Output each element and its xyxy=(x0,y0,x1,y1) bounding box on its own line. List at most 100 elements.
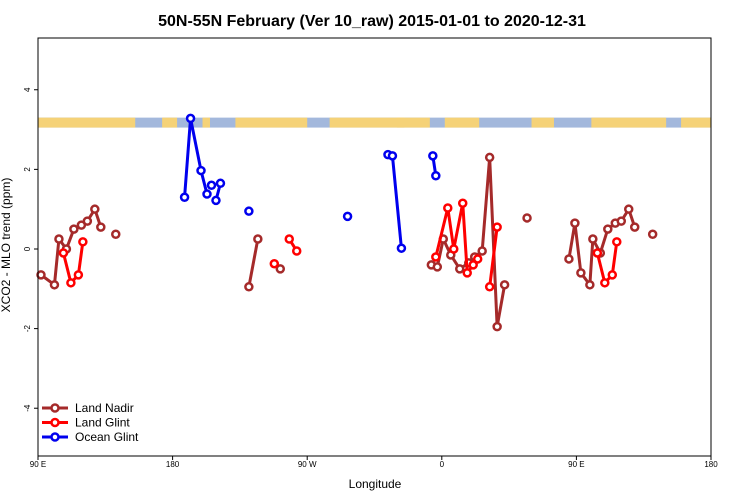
land-nadir-point xyxy=(36,270,46,280)
x-tick-label: 180 xyxy=(704,460,718,469)
land-nadir-point xyxy=(492,321,502,332)
land-nadir-line xyxy=(247,238,260,288)
land-glint-point xyxy=(66,278,76,288)
x-tick-label: 90 E xyxy=(568,460,584,469)
land-glint-point xyxy=(58,248,69,258)
land-glint-point xyxy=(269,258,280,269)
series-land-nadir xyxy=(36,152,658,332)
ocean-glint-point xyxy=(244,206,254,216)
ocean-glint-point xyxy=(431,170,441,181)
land-segment xyxy=(591,117,667,128)
x-axis: 90 E 180 90 W 0 90 E 180 xyxy=(30,456,718,469)
ocean-glint-point xyxy=(211,195,221,206)
land-nadir-point xyxy=(49,280,60,290)
land-nadir-point xyxy=(484,152,495,163)
land-glint-line xyxy=(488,226,499,287)
land-glint-point xyxy=(457,198,468,208)
land-segment xyxy=(38,117,136,128)
land-glint-point xyxy=(431,252,441,262)
land-glint-point xyxy=(484,282,495,292)
land-glint-point xyxy=(592,248,603,258)
land-glint-point xyxy=(78,237,88,247)
land-nadir-point xyxy=(253,234,263,244)
ocean-glint-point xyxy=(202,189,212,199)
legend-label-ocean-glint: Ocean Glint xyxy=(75,430,139,444)
y-axis: -4 -2 0 2 4 xyxy=(23,87,38,412)
legend-marker-land-nadir xyxy=(50,403,60,413)
land-glint-line xyxy=(61,241,85,285)
land-segment xyxy=(444,117,480,128)
land-glint-point xyxy=(462,268,472,278)
land-nadir-point xyxy=(477,246,487,256)
series-land-glint xyxy=(58,198,622,292)
land-nadir-point xyxy=(82,216,93,226)
land-nadir-point xyxy=(623,204,634,214)
land-glint-point xyxy=(472,254,483,264)
land-ocean-band xyxy=(38,117,711,128)
land-nadir-point xyxy=(576,268,586,278)
ocean-glint-point xyxy=(185,113,196,124)
land-glint-point xyxy=(612,237,622,247)
land-nadir-point xyxy=(96,222,106,232)
land-nadir-point xyxy=(69,224,79,234)
legend-marker-ocean-glint xyxy=(50,432,60,442)
land-segment xyxy=(162,117,178,128)
ocean-glint-line xyxy=(387,153,403,249)
ocean-glint-point xyxy=(396,243,407,253)
land-segment xyxy=(396,117,405,128)
land-nadir-point xyxy=(111,229,121,240)
land-nadir-point xyxy=(54,234,64,244)
land-nadir-point xyxy=(616,216,627,226)
land-nadir-point xyxy=(90,204,100,214)
legend-label-land-glint: Land Glint xyxy=(75,416,130,430)
land-nadir-point xyxy=(522,213,532,223)
ocean-glint-point xyxy=(206,180,217,191)
land-nadir-point xyxy=(499,280,510,290)
land-nadir-point xyxy=(570,218,580,228)
land-glint-point xyxy=(449,244,459,254)
land-nadir-point xyxy=(244,282,254,292)
land-glint-point xyxy=(73,270,84,280)
y-axis-label: XCO2 - MLO trend (ppm) xyxy=(0,178,13,313)
ocean-glint-point xyxy=(196,165,206,176)
series-layer xyxy=(36,113,658,332)
legend-marker-land-glint xyxy=(50,417,60,428)
land-nadir-point xyxy=(454,264,465,274)
land-nadir-point xyxy=(603,224,613,234)
y-tick-label: 4 xyxy=(23,87,32,92)
land-glint-point xyxy=(492,222,502,232)
land-nadir-point xyxy=(647,229,658,240)
ocean-glint-point xyxy=(179,192,190,202)
land-glint-point xyxy=(468,260,478,270)
x-axis-label: Longitude xyxy=(349,477,402,491)
land-nadir-point xyxy=(432,262,443,272)
x-tick-label: 180 xyxy=(166,460,180,469)
land-nadir-point xyxy=(275,264,286,274)
y-tick-label: 0 xyxy=(23,246,32,251)
y-tick-label: 2 xyxy=(23,167,32,172)
ocean-glint-line xyxy=(183,116,209,198)
ocean-glint-point xyxy=(342,211,353,222)
x-tick-label: 0 xyxy=(440,460,445,469)
land-nadir-point xyxy=(588,234,598,244)
land-glint-point xyxy=(607,270,618,280)
land-nadir-point xyxy=(629,222,640,232)
y-tick-label: -2 xyxy=(23,325,32,333)
land-segment xyxy=(329,117,430,128)
x-tick-label: 90 E xyxy=(30,460,46,469)
series-ocean-glint xyxy=(179,113,441,253)
chart-title: 50N-55N February (Ver 10_raw) 2015-01-01… xyxy=(158,13,586,30)
land-glint-point xyxy=(600,278,610,288)
legend-label-land-nadir: Land Nadir xyxy=(75,401,134,415)
land-nadir-point xyxy=(564,254,574,264)
x-tick-label: 90 W xyxy=(298,460,317,469)
land-glint-point xyxy=(291,246,302,256)
land-glint-point xyxy=(443,203,453,213)
land-segment xyxy=(531,117,554,128)
land-segment xyxy=(235,117,308,128)
plot-frame xyxy=(37,37,712,457)
ocean-glint-point xyxy=(215,178,226,189)
land-segment xyxy=(681,117,711,128)
